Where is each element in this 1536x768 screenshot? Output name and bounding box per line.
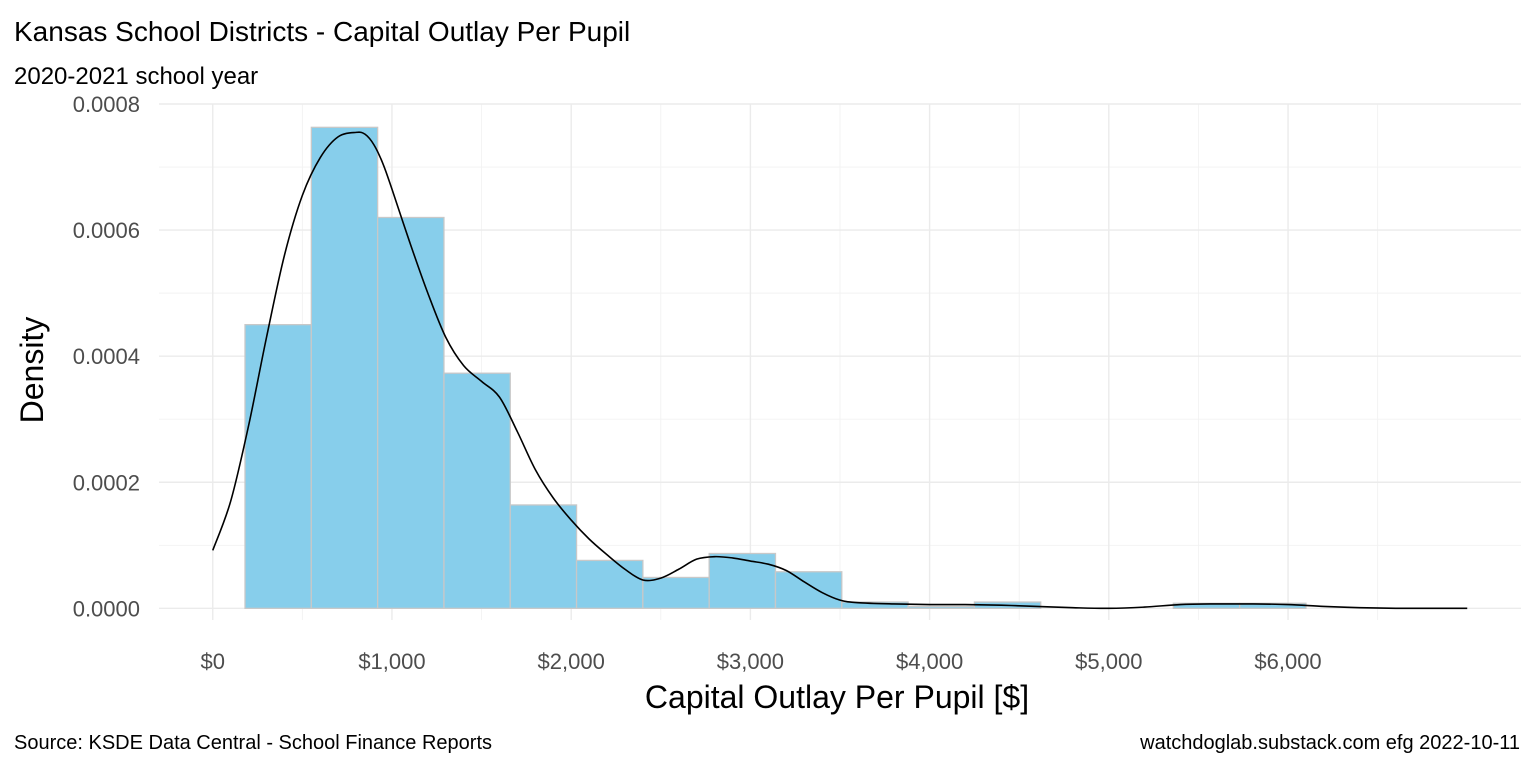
- y-tick-label: 0.0000: [73, 596, 140, 621]
- histogram-bar: [642, 576, 710, 609]
- histogram-bar: [376, 216, 445, 609]
- y-tick-label: 0.0008: [73, 92, 140, 117]
- y-axis-tick-labels: 0.0000 0.0002 0.0004 0.0006 0.0008: [73, 92, 140, 621]
- caption-credit: watchdoglab.substack.com efg 2022-10-11: [1139, 732, 1520, 754]
- histogram-bar: [841, 601, 909, 609]
- histogram-bar: [907, 605, 976, 609]
- histogram-bar: [708, 552, 777, 609]
- x-tick-label: $3,000: [717, 649, 784, 674]
- histogram-bar: [509, 504, 578, 609]
- y-tick-label: 0.0002: [73, 470, 140, 495]
- histogram-bar: [244, 323, 312, 609]
- chart-subtitle: 2020-2021 school year: [14, 63, 258, 90]
- x-tick-label: $5,000: [1075, 649, 1142, 674]
- y-tick-label: 0.0004: [73, 344, 140, 369]
- y-axis-title: Density: [14, 317, 50, 424]
- histogram-bars: [244, 126, 1307, 609]
- histogram-bar: [310, 126, 379, 609]
- histogram-bar: [443, 372, 511, 609]
- density-curve: [212, 131, 1468, 610]
- x-tick-label: $0: [201, 649, 225, 674]
- x-tick-label: $4,000: [896, 649, 963, 674]
- caption-source: Source: KSDE Data Central - School Finan…: [14, 732, 492, 754]
- chart-title: Kansas School Districts - Capital Outlay…: [14, 16, 630, 47]
- x-axis-title: Capital Outlay Per Pupil [$]: [645, 679, 1029, 715]
- x-tick-label: $2,000: [538, 649, 605, 674]
- density-curve-group: [212, 131, 1468, 610]
- minor-gridlines: [159, 104, 1521, 620]
- x-tick-label: $1,000: [358, 649, 425, 674]
- x-tick-label: $6,000: [1254, 649, 1321, 674]
- y-tick-label: 0.0006: [73, 218, 140, 243]
- histogram-bar: [774, 571, 843, 609]
- histogram-bar: [575, 559, 644, 609]
- x-axis-tick-labels: $0 $1,000 $2,000 $3,000 $4,000 $5,000 $6,000: [201, 649, 1322, 674]
